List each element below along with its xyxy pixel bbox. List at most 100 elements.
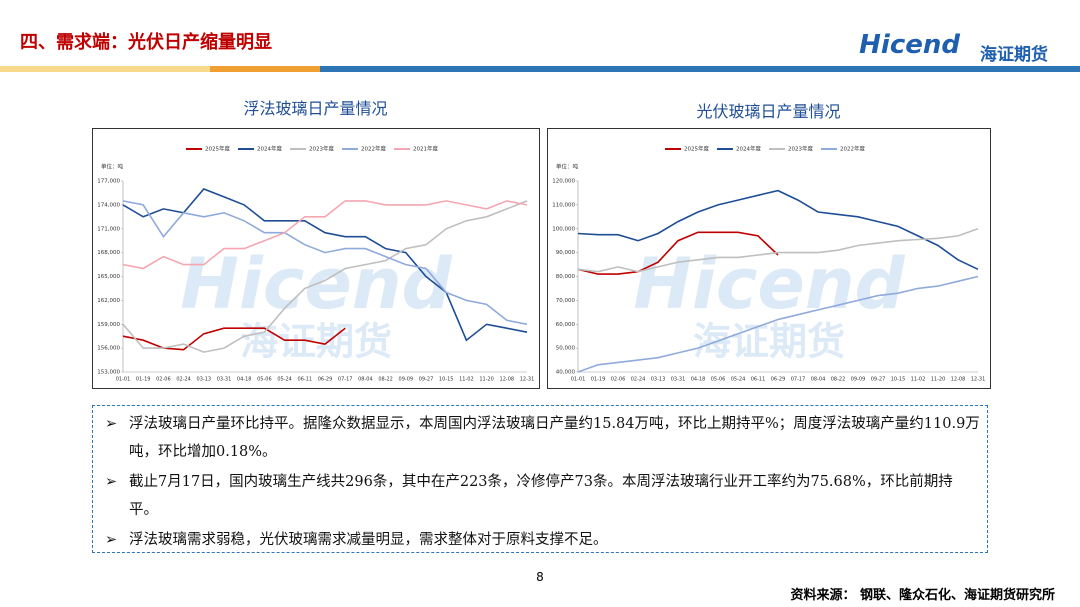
x-tick-label: 12-31 [520, 377, 535, 383]
x-tick-label: 03-31 [671, 377, 686, 383]
legend-label: 2024年度 [257, 145, 282, 153]
x-tick-label: 08-04 [811, 377, 826, 383]
y-tick-label: 165,000 [97, 274, 120, 280]
x-tick-label: 06-29 [318, 377, 333, 383]
legend-label: 2023年度 [309, 145, 334, 153]
source: 资料来源： 钢联、隆众石化、海证期货研究所 [790, 588, 1055, 603]
series-line [122, 200, 528, 326]
y-tick-label: 60,000 [556, 322, 576, 328]
x-tick-label: 05-24 [277, 377, 292, 383]
page-number: 8 [536, 570, 544, 584]
notes-box: ➢ 浮法玻璃日产量环比持平。据隆众数据显示，本周国内浮法玻璃日产量约15.84万吨… [92, 405, 988, 553]
x-tick-label: 02-06 [156, 377, 171, 383]
note: ➢ 浮法玻璃日产量环比持平。据隆众数据显示，本周国内浮法玻璃日产量约15.84万吨… [105, 410, 980, 466]
watermark: 海证期货 [240, 320, 392, 364]
x-tick-label: 11-02 [911, 377, 926, 383]
y-tick-label: 110,000 [552, 202, 575, 208]
y-tick-label: 40,000 [556, 370, 576, 376]
note: ➢ 浮法玻璃需求弱稳，光伏玻璃需求减量明显，需求整体对于原料支撑不足。 [105, 526, 980, 554]
series-line [577, 189, 979, 271]
legend-label: 2025年度 [684, 145, 709, 153]
x-tick-label: 01-01 [116, 377, 131, 383]
x-tick-label: 12-31 [971, 377, 986, 383]
stripe [320, 66, 1080, 72]
x-tick-label: 01-01 [571, 377, 586, 383]
stripe [0, 66, 210, 72]
x-tick-label: 03-31 [217, 377, 232, 383]
series-line [122, 200, 528, 353]
x-tick-label: 11-02 [459, 377, 474, 383]
legend-label: 2025年度 [205, 145, 230, 153]
legend-label: 2021年度 [413, 145, 438, 153]
y-tick-label: 80,000 [556, 274, 576, 280]
legend-label: 2022年度 [840, 145, 865, 153]
x-tick-label: 08-22 [378, 377, 393, 383]
watermark: Hicend [633, 243, 905, 325]
y-tick-label: 171,000 [97, 226, 120, 232]
x-tick-label: 06-11 [298, 377, 313, 383]
x-tick-label: 08-22 [831, 377, 846, 383]
y-tick-label: 100,000 [552, 226, 575, 232]
x-tick-label: 09-09 [399, 377, 414, 383]
y-tick-label: 177,000 [97, 179, 120, 185]
x-tick-label: 09-09 [851, 377, 866, 383]
chart: Hicend海证期货单位：吨153,000156,000159,000162,0… [97, 145, 535, 383]
series-line [122, 327, 346, 351]
y-tick-label: 156,000 [97, 346, 120, 352]
slide-title: 四、需求端：光伏日产缩量明显 [20, 32, 272, 53]
note-text: 浮法玻璃日产量环比持平。据隆众数据显示，本周国内浮法玻璃日产量约15.84万吨，… [129, 416, 980, 460]
x-tick-label: 05-06 [711, 377, 726, 383]
y-tick-label: 168,000 [97, 250, 120, 256]
x-tick-label: 01-19 [136, 377, 151, 383]
x-tick-label: 02-24 [176, 377, 191, 383]
y-tick-label: 174,000 [97, 202, 120, 208]
x-tick-label: 09-27 [871, 377, 886, 383]
logo-brand: Hicend [859, 30, 960, 60]
chart-frame: Hicend 海证期货 单位：吨 153,000 156,000 159,000 162,0… [92, 128, 540, 389]
y-tick-label: 70,000 [556, 298, 576, 304]
y-tick-label: 159,000 [97, 322, 120, 328]
y-tick-label: 162,000 [97, 298, 120, 304]
x-tick-label: 03-13 [197, 377, 212, 383]
chart-title: 浮法玻璃日产量情况 [243, 99, 388, 118]
series-line [577, 231, 779, 275]
y-tick-label: 90,000 [556, 250, 576, 256]
x-tick-label: 04-18 [237, 377, 252, 383]
unit-label: 单位：吨 [101, 163, 124, 171]
x-tick-label: 02-06 [611, 377, 626, 383]
series-line [577, 228, 979, 273]
note-text: 截止7月17日，国内玻璃生产线共296条，其中在产223条，冷修停产73条。本周… [129, 474, 953, 518]
x-tick-label: 10-15 [891, 377, 906, 383]
x-tick-label: 03-13 [651, 377, 666, 383]
legend-label: 2022年度 [361, 145, 386, 153]
x-tick-label: 05-06 [257, 377, 272, 383]
x-tick-label: 12-08 [951, 377, 966, 383]
x-tick-label: 06-11 [751, 377, 766, 383]
chart-title: 光伏玻璃日产量情况 [696, 102, 841, 121]
x-tick-label: 07-17 [791, 377, 806, 383]
stripe [210, 66, 320, 72]
x-tick-label: 07-17 [338, 377, 353, 383]
y-tick-label: 50,000 [556, 346, 576, 352]
x-tick-label: 02-24 [631, 377, 646, 383]
legend-label: 2024年度 [736, 145, 761, 153]
series-line [577, 275, 979, 373]
x-tick-label: 11-20 [479, 377, 494, 383]
series-line [122, 188, 528, 342]
chart-frame: Hicend 海证期货 单位：吨 40,000 50,000 60,000 70,000 80… [547, 128, 991, 389]
x-tick-label: 10-15 [439, 377, 454, 383]
legend-label: 2023年度 [788, 145, 813, 153]
x-tick-label: 09-27 [419, 377, 434, 383]
x-tick-label: 04-18 [691, 377, 706, 383]
x-tick-label: 11-20 [931, 377, 946, 383]
logo-cn: 海证期货 [980, 45, 1048, 65]
unit-label: 单位：吨 [556, 163, 579, 171]
x-tick-label: 01-19 [591, 377, 606, 383]
x-tick-label: 05-24 [731, 377, 746, 383]
x-tick-label: 06-29 [771, 377, 786, 383]
note: ➢ 截止7月17日，国内玻璃生产线共296条，其中在产223条，冷修停产73条。本… [105, 468, 980, 524]
note-text: 浮法玻璃需求弱稳，光伏玻璃需求减量明显，需求整体对于原料支撑不足。 [129, 532, 608, 548]
series-line [122, 200, 528, 270]
chart: Hicend海证期货单位：吨40,00050,00060,00070,00080… [552, 145, 986, 383]
